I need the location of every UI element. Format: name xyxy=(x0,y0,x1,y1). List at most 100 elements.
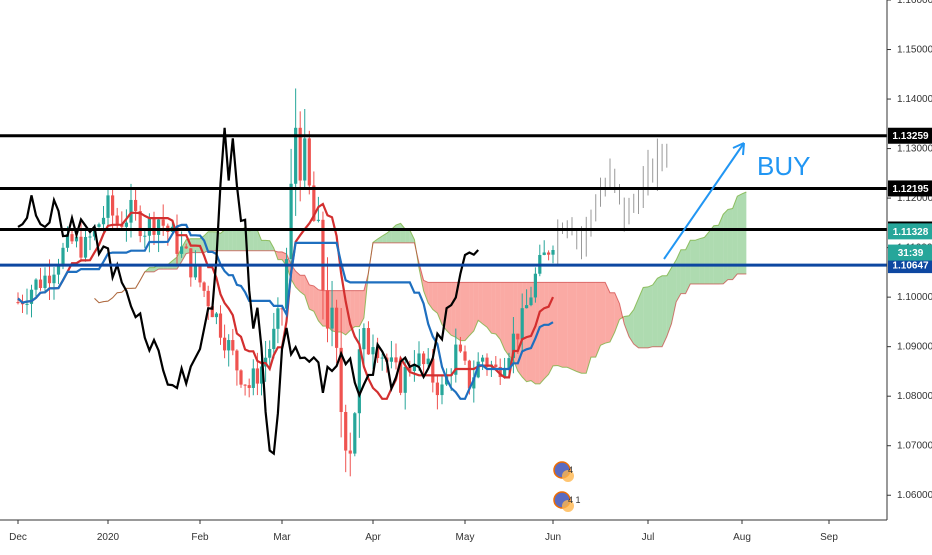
cloud-segment xyxy=(309,285,314,312)
cloud-segment xyxy=(257,230,261,251)
cloud-segment xyxy=(662,276,667,347)
candle xyxy=(390,341,393,368)
economic-event-badge[interactable]: 4 xyxy=(554,462,574,482)
cloud-segment xyxy=(634,298,639,347)
cloud-segment xyxy=(582,282,587,373)
cloud-segment xyxy=(742,192,746,274)
cloud-segment xyxy=(643,287,648,348)
candle xyxy=(344,405,347,472)
x-tick-label: May xyxy=(456,532,475,543)
candle xyxy=(134,189,137,221)
cloud-segment xyxy=(695,239,700,284)
candle xyxy=(120,211,123,229)
cloud-segment xyxy=(487,282,491,333)
candle xyxy=(551,246,554,264)
cloud-segment xyxy=(648,285,653,348)
candle xyxy=(231,329,234,355)
candle xyxy=(43,267,46,291)
candle xyxy=(303,109,306,187)
cloud-segment xyxy=(690,240,695,284)
candle xyxy=(353,412,356,456)
x-tick-label: 2020 xyxy=(97,532,120,543)
candle xyxy=(219,305,222,345)
y-tick-label: 1.06000 xyxy=(897,490,932,501)
horizontal-levels[interactable] xyxy=(0,136,887,265)
current-price-label: 1.11328 xyxy=(893,227,929,238)
cloud-segment xyxy=(500,282,504,349)
candle xyxy=(21,295,24,313)
candle xyxy=(248,379,251,398)
candle xyxy=(436,376,439,410)
candle xyxy=(294,88,297,215)
candle xyxy=(547,250,550,260)
buy-arrow-head xyxy=(733,143,744,155)
candle xyxy=(125,209,128,241)
cloud-segment xyxy=(237,230,241,251)
x-tick-label: Dec xyxy=(9,532,27,543)
cloud-segment xyxy=(540,282,544,383)
candle xyxy=(157,218,160,252)
x-tick-label: Mar xyxy=(273,532,291,543)
cloud-segment xyxy=(723,209,728,284)
y-tick-label: 1.15000 xyxy=(897,45,932,56)
candle xyxy=(162,204,165,235)
cloud-segment xyxy=(709,226,714,284)
candle xyxy=(335,300,338,363)
cloud-segment xyxy=(266,240,270,250)
candle xyxy=(139,205,142,242)
cloud-segment xyxy=(229,230,233,251)
y-tick-label: 1.10000 xyxy=(897,292,932,303)
cloud-segment xyxy=(737,194,742,274)
candle xyxy=(235,349,238,385)
candle xyxy=(203,281,206,297)
y-tick-label: 1.08000 xyxy=(897,391,932,402)
candle xyxy=(252,359,255,395)
candle xyxy=(106,190,109,226)
cloud-segment xyxy=(577,282,582,373)
economic-event-badge[interactable]: 4 1 xyxy=(554,492,581,512)
x-tick-label: Jul xyxy=(642,532,655,543)
cloud-segment xyxy=(208,232,212,251)
cloud-segment xyxy=(149,268,154,272)
candle xyxy=(244,384,247,395)
cloud-segment xyxy=(657,276,662,347)
candle xyxy=(97,223,100,228)
cloud-segment xyxy=(567,282,572,369)
candle xyxy=(349,433,352,477)
cloud-segment xyxy=(527,282,531,381)
event-badges[interactable]: 4 4 1 xyxy=(554,462,581,512)
cloud-segment xyxy=(704,232,709,284)
cloud-segment xyxy=(733,196,738,279)
candle xyxy=(276,297,279,343)
cloud-segment xyxy=(405,229,410,243)
cloud-segment xyxy=(728,209,733,280)
candle xyxy=(440,375,443,404)
cloud-segment xyxy=(474,282,478,331)
candle xyxy=(538,245,541,277)
y-tick-label: 1.14000 xyxy=(897,94,932,105)
candle xyxy=(189,248,192,287)
cloud-segment xyxy=(601,282,606,345)
cloud-segment xyxy=(553,282,558,365)
cloud-segment xyxy=(653,278,658,346)
x-tick-label: Apr xyxy=(365,532,381,543)
candle xyxy=(481,355,484,370)
candle xyxy=(463,345,466,364)
candle xyxy=(52,267,55,300)
cloud-segment xyxy=(465,282,469,340)
cloud-segment xyxy=(428,282,433,309)
cloud-segment xyxy=(700,237,705,284)
cloud-segment xyxy=(253,230,257,251)
candle xyxy=(534,267,537,302)
candle xyxy=(143,229,146,248)
cloud-segment xyxy=(478,282,482,324)
y-tick-label: 1.16000 xyxy=(897,0,932,6)
buy-annotation-label: BUY xyxy=(757,151,810,181)
candle xyxy=(223,325,226,359)
candle xyxy=(215,312,218,324)
level-price-label: 1.10647 xyxy=(892,261,929,272)
candle xyxy=(227,334,230,366)
